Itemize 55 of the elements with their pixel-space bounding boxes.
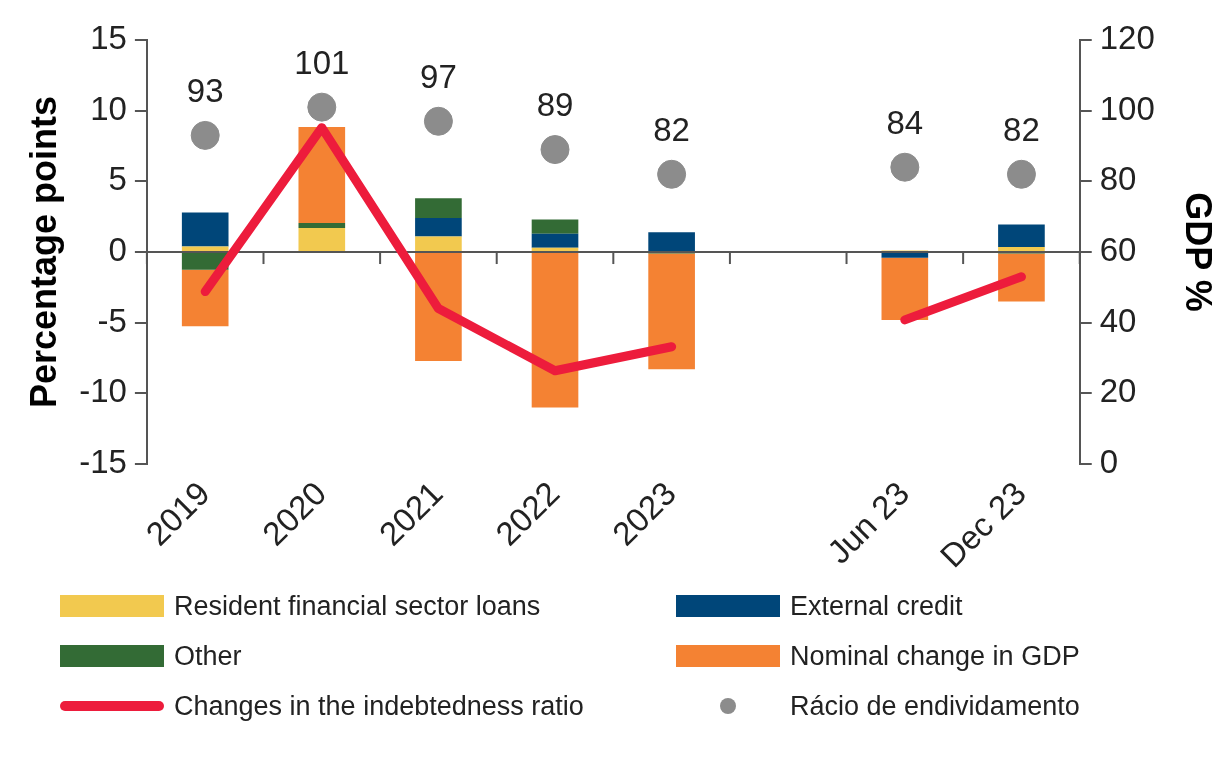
y-tick-label: -10 xyxy=(79,372,127,410)
legend-label: Changes in the indebtedness ratio xyxy=(174,690,584,722)
bar xyxy=(531,247,579,252)
point xyxy=(1006,159,1036,189)
bar xyxy=(531,253,579,408)
y2-tick-label: 80 xyxy=(1099,160,1137,198)
bar xyxy=(648,232,695,252)
y-axis-title: Percentage points xyxy=(22,95,64,409)
bar xyxy=(881,257,929,320)
x-tick-label: Jun 23 xyxy=(819,474,917,571)
point xyxy=(307,92,337,122)
data-label: 84 xyxy=(886,103,924,141)
y2-tick-label: 20 xyxy=(1099,372,1137,410)
point xyxy=(190,120,220,150)
point xyxy=(540,135,570,165)
point xyxy=(890,152,920,182)
bar xyxy=(648,253,695,370)
x-tick-label: Dec 23 xyxy=(932,474,1033,575)
y2-tick-label: 0 xyxy=(1099,443,1119,481)
y-tick-label: -5 xyxy=(97,301,127,339)
y2-tick-label: 100 xyxy=(1099,89,1155,127)
bar xyxy=(881,253,929,258)
y2-axis-title: GDP % xyxy=(1178,192,1220,312)
bar xyxy=(415,236,462,252)
legend-label: Rácio de endividamento xyxy=(790,690,1080,722)
y-tick-label: 10 xyxy=(90,89,127,127)
bar xyxy=(415,198,462,219)
data-label: 82 xyxy=(1003,110,1040,148)
y2-tick-label: 120 xyxy=(1099,19,1155,57)
data-label: 82 xyxy=(653,110,690,148)
point xyxy=(423,106,453,136)
bar xyxy=(998,224,1045,248)
bar xyxy=(181,212,229,247)
bar xyxy=(181,246,229,252)
bar xyxy=(298,223,346,228)
legend-label: Other xyxy=(174,640,242,672)
y-tick-label: 5 xyxy=(108,160,127,198)
legend-label: Resident financial sector loans xyxy=(174,590,541,622)
data-label: 101 xyxy=(294,43,350,81)
point xyxy=(657,159,687,189)
legend-label: Nominal change in GDP xyxy=(790,640,1080,672)
legend-label: External credit xyxy=(790,590,963,622)
bar xyxy=(531,233,579,248)
data-label: 89 xyxy=(536,86,574,124)
bar xyxy=(415,218,462,237)
y2-tick-label: 40 xyxy=(1099,301,1137,339)
y2-tick-label: 60 xyxy=(1099,231,1137,269)
bar xyxy=(531,219,579,234)
data-label: 93 xyxy=(186,72,224,110)
bar xyxy=(298,228,346,252)
data-label: 97 xyxy=(420,57,457,95)
y-tick-label: 15 xyxy=(90,19,127,57)
y-tick-label: 0 xyxy=(108,231,127,269)
bar xyxy=(998,247,1045,252)
y-tick-label: -15 xyxy=(79,443,127,481)
